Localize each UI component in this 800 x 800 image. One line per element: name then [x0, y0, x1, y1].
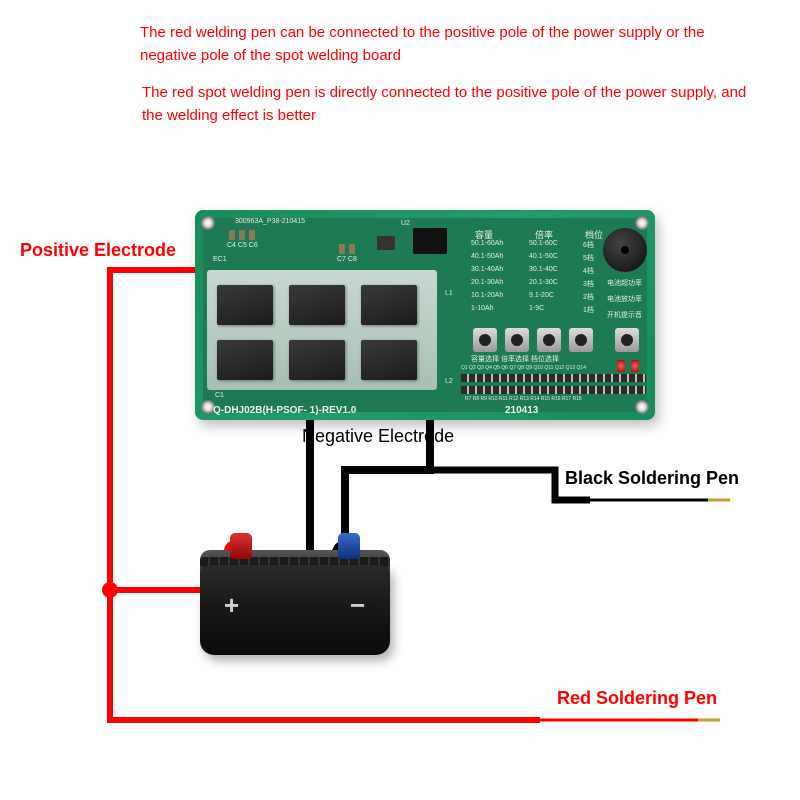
- pcb-silk-l2: L2: [445, 378, 453, 385]
- pcb-table-cell: 2档: [583, 292, 594, 302]
- instruction-2: The red spot welding pen is directly con…: [142, 82, 762, 127]
- mosfet-chip: [289, 285, 345, 325]
- pcb-silk-u2: U2: [401, 220, 410, 227]
- pcb-table-cell: 5档: [583, 253, 594, 263]
- pcb-table-cell: 1档: [583, 305, 594, 315]
- pcb-silk-l1: L1: [445, 290, 453, 297]
- pcb-silk-c7c8: C7 C8: [337, 256, 357, 263]
- pcb-table-cell: 1-10Ah: [471, 305, 494, 312]
- pcb-silk-caps: C4 C5 C6: [227, 242, 258, 249]
- red-pen-label: Red Soldering Pen: [557, 688, 717, 709]
- pcb-silk-top: 300963A_P38-210415: [235, 218, 305, 225]
- mosfet-chip: [217, 340, 273, 380]
- pcb-silk-c1: C1: [215, 392, 224, 399]
- capacity-select-button[interactable]: [473, 328, 497, 352]
- battery-plus-sign: +: [224, 590, 239, 621]
- mosfet-chip: [361, 340, 417, 380]
- instruction-1: The red welding pen can be connected to …: [140, 22, 760, 67]
- pcb-date-text: 210413: [505, 405, 538, 416]
- pcb-table-cell: 40.1-50C: [529, 253, 558, 260]
- pcb-table-cell: 50.1-60C: [529, 240, 558, 247]
- pcb-table-cell: 20.1-30C: [529, 279, 558, 286]
- pcb-table-cell: 4档: [583, 266, 594, 276]
- pcb-table-cell: 3档: [583, 279, 594, 289]
- voltage-regulator: [413, 228, 447, 254]
- aux-button[interactable]: [569, 328, 593, 352]
- battery-negative-terminal: [338, 533, 360, 559]
- status-led: [617, 360, 625, 372]
- positive-electrode-label: Positive Electrode: [20, 240, 176, 261]
- pcb-table-cell: 20.1-30Ah: [471, 279, 503, 286]
- pcb-side-label: 开机提示音: [607, 310, 642, 320]
- pcb-table-cell: 30.1-40C: [529, 266, 558, 273]
- pcb-table-cell: 30.1-40Ah: [471, 266, 503, 273]
- pcb-table-cell: 40.1-50Ah: [471, 253, 503, 260]
- r-row-silk: R7 R8 R9 R10 R11 R12 R13 R14 R15 R16 R17…: [465, 396, 582, 402]
- pcb-table-cell: 1-9C: [529, 305, 544, 312]
- pcb-side-label: 电池超功率: [607, 278, 642, 288]
- black-pen-label: Black Soldering Pen: [565, 468, 739, 489]
- pcb-table-cell: 50.1-60Ah: [471, 240, 503, 247]
- rate-select-button[interactable]: [505, 328, 529, 352]
- pcb-silk-ec1: EC1: [213, 256, 227, 263]
- q-row-silk: Q1 Q2 Q3 Q4 Q5 Q6 Q7 Q8 Q9 Q10 Q11 Q12 Q…: [461, 365, 586, 371]
- mosfet-chip: [289, 340, 345, 380]
- battery-positive-terminal: [230, 533, 252, 559]
- gear-select-button[interactable]: [537, 328, 561, 352]
- pcb-board: 300963A_P38-210415 C4 C5 C6 EC1 U2 C7 C8…: [195, 210, 655, 420]
- mosfet-chip: [361, 285, 417, 325]
- pcb-model-text: Q-DHJ02B(H-PSOF- 1)-REV1.0: [213, 405, 356, 416]
- pcb-side-label: 电池放功率: [607, 294, 642, 304]
- power-button[interactable]: [615, 328, 639, 352]
- negative-electrode-label: Negative Electrode: [302, 426, 454, 447]
- pcb-table-cell: 6档: [583, 240, 594, 250]
- mosfet-chip: [217, 285, 273, 325]
- pcb-table-cell: 9.1-20C: [529, 292, 554, 299]
- buzzer: [603, 228, 647, 272]
- resistor-array: [461, 386, 646, 394]
- status-led: [631, 360, 639, 372]
- button-labels-silk: 容量选择 倍率选择 档位选择: [471, 354, 559, 364]
- battery: + −: [200, 535, 390, 655]
- resistor-array: [461, 374, 646, 382]
- battery-minus-sign: −: [350, 590, 365, 621]
- red-wire-junction: [102, 582, 118, 598]
- pcb-table-cell: 10.1-20Ah: [471, 292, 503, 299]
